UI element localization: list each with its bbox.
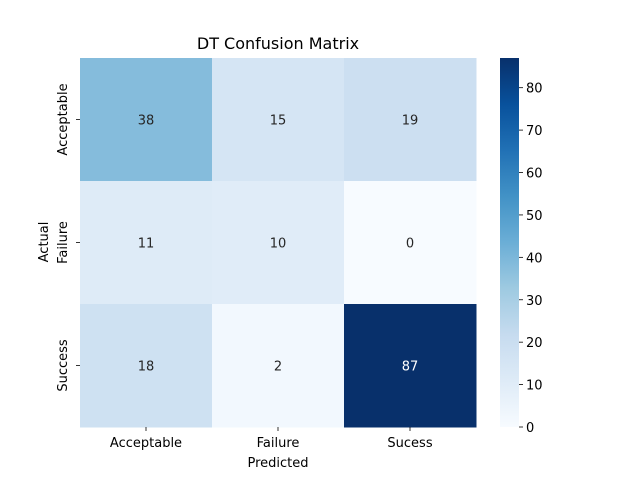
- colorbar-tick-label: 20: [526, 336, 543, 351]
- cell-value-label: 2: [274, 360, 282, 375]
- colorbar-tick-label: 80: [526, 82, 543, 97]
- x-tick-label: Failure: [257, 436, 300, 451]
- x-axis-label: Predicted: [247, 456, 308, 471]
- colorbar-tick-label: 50: [526, 209, 543, 224]
- heatmap-cell: [344, 304, 477, 428]
- colorbar-tick-label: 60: [526, 167, 543, 182]
- y-tick-label: Failure: [56, 221, 71, 264]
- cell-value-label: 15: [270, 114, 287, 129]
- chart-title: DT Confusion Matrix: [197, 34, 359, 53]
- heatmap-cell: [344, 58, 477, 182]
- colorbar: 0 10 20 30 40 50 60 70 80: [500, 58, 543, 436]
- cell-value-label: 0: [406, 237, 414, 252]
- heatmap-cell: [212, 181, 345, 305]
- y-axis-label: Actual: [37, 222, 52, 263]
- colorbar-tick-label: 0: [526, 421, 534, 436]
- colorbar-tick-label: 40: [526, 251, 543, 266]
- cell-value-label: 19: [402, 114, 419, 129]
- heatmap-cells: [80, 58, 477, 428]
- colorbar-gradient: [500, 58, 519, 427]
- colorbar-tick-label: 10: [526, 379, 543, 394]
- heatmap-cell: [212, 304, 345, 428]
- y-axis-ticks: Acceptable Failure Success: [56, 83, 80, 392]
- cell-value-label: 18: [138, 360, 155, 375]
- y-tick-label: Acceptable: [56, 83, 71, 155]
- x-axis-ticks: Acceptable Failure Sucess: [110, 427, 433, 451]
- heatmap-cell: [80, 58, 213, 182]
- colorbar-tick-label: 30: [526, 294, 543, 309]
- heatmap-value-labels: 38 15 19 11 10 0 18 2 87: [138, 114, 419, 375]
- cell-value-label: 87: [402, 360, 419, 375]
- colorbar-tick-label: 70: [526, 124, 543, 139]
- heatmap-cell: [80, 181, 213, 305]
- y-tick-label: Success: [56, 339, 71, 392]
- heatmap-cell: [212, 58, 345, 182]
- heatmap-cell: [344, 181, 477, 305]
- cell-value-label: 11: [138, 237, 155, 252]
- x-tick-label: Sucess: [387, 436, 432, 451]
- x-tick-label: Acceptable: [110, 436, 182, 451]
- heatmap-cell: [80, 304, 213, 428]
- cell-value-label: 38: [138, 114, 155, 129]
- cell-value-label: 10: [270, 237, 287, 252]
